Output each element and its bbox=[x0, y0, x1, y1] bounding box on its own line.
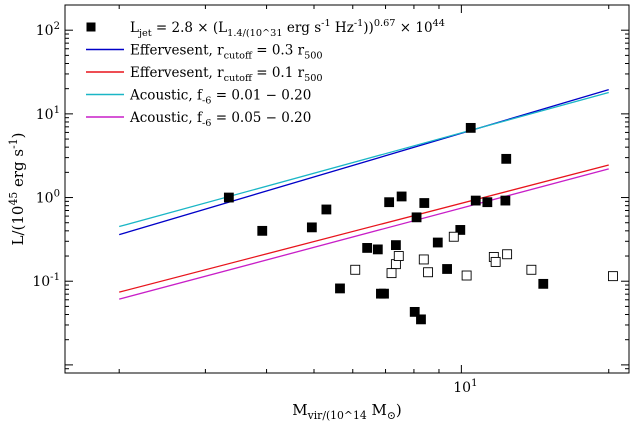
filled-point-7 bbox=[372, 244, 383, 255]
y-tick-label-4: 102 bbox=[36, 21, 60, 39]
filled-point-15 bbox=[416, 314, 426, 325]
filled-point-10 bbox=[384, 197, 395, 208]
open-point-5 bbox=[418, 254, 429, 265]
filled-point-21 bbox=[470, 195, 481, 206]
legend: Ljet = 2.8 × (L1.4/(10^31 erg s-1 Hz-1))… bbox=[86, 18, 445, 129]
filled-point-23 bbox=[500, 195, 511, 206]
filled-point-6 bbox=[362, 243, 373, 253]
legend-marker-observed bbox=[86, 22, 96, 32]
legend-label-2: Effervesent, rcutoff = 0.3 r500 bbox=[130, 43, 323, 62]
x-tick-label-1: 101 bbox=[453, 378, 477, 396]
open-point-6 bbox=[423, 267, 434, 278]
legend-label-4: Acoustic, f-6 = 0.01 − 0.20 bbox=[129, 88, 311, 107]
open-point-3 bbox=[393, 251, 404, 261]
open-point-2 bbox=[390, 259, 401, 270]
open-point-8 bbox=[461, 270, 472, 281]
model-line-3 bbox=[119, 91, 609, 228]
open-point-7 bbox=[448, 231, 459, 242]
filled-point-12 bbox=[396, 191, 407, 202]
model-line-4 bbox=[119, 168, 609, 300]
open-point-1 bbox=[350, 264, 361, 275]
filled-point-25 bbox=[538, 278, 549, 289]
filled-point-18 bbox=[442, 264, 452, 274]
legend-label-5: Acoustic, f-6 = 0.05 − 0.20 bbox=[129, 110, 311, 129]
filled-point-11 bbox=[391, 240, 401, 251]
open-point-12 bbox=[526, 264, 537, 275]
open-point-13 bbox=[608, 271, 618, 282]
filled-point-3 bbox=[306, 222, 317, 233]
model-line-2 bbox=[119, 164, 609, 293]
filled-point-16 bbox=[419, 198, 430, 208]
y-tick-label-2: 100 bbox=[36, 189, 60, 207]
filled-point-22 bbox=[482, 197, 493, 208]
filled-point-20 bbox=[465, 122, 476, 133]
plot-frame bbox=[64, 4, 630, 374]
legend-label-0: Ljet = 2.8 × (L1.4/(10^31 erg s-1 Hz-1))… bbox=[130, 18, 445, 39]
filled-point-24 bbox=[501, 153, 512, 164]
y-axis-label: L/(1045 erg s-1) bbox=[7, 133, 27, 246]
axes bbox=[64, 4, 630, 374]
filled-point-19 bbox=[455, 225, 466, 235]
filled-point-17 bbox=[432, 237, 443, 248]
open-point-11 bbox=[502, 249, 513, 260]
open-point-10 bbox=[490, 256, 501, 267]
x-axis-label: Mvir/(10^14 M⊙) bbox=[292, 401, 402, 422]
filled-point-5 bbox=[335, 283, 345, 294]
y-tick-label-3: 101 bbox=[36, 105, 60, 123]
axis-labels: 10-1 100 101 102 101 Mvir/(10^14 M⊙) L/(1045 e… bbox=[7, 21, 477, 422]
model-line-1 bbox=[119, 88, 609, 236]
filled-point-13 bbox=[409, 306, 420, 317]
model-lines bbox=[119, 88, 609, 300]
data-points bbox=[223, 122, 618, 325]
filled-point-9 bbox=[379, 288, 389, 299]
filled-point-14 bbox=[411, 212, 422, 223]
y-tick-label-1: 10-1 bbox=[32, 272, 60, 290]
filled-point-4 bbox=[321, 204, 332, 215]
legend-label-3: Effervesent, rcutoff = 0.1 r500 bbox=[130, 65, 323, 84]
filled-point-2 bbox=[257, 225, 268, 236]
filled-point-1 bbox=[223, 192, 234, 203]
open-point-4 bbox=[386, 268, 397, 279]
